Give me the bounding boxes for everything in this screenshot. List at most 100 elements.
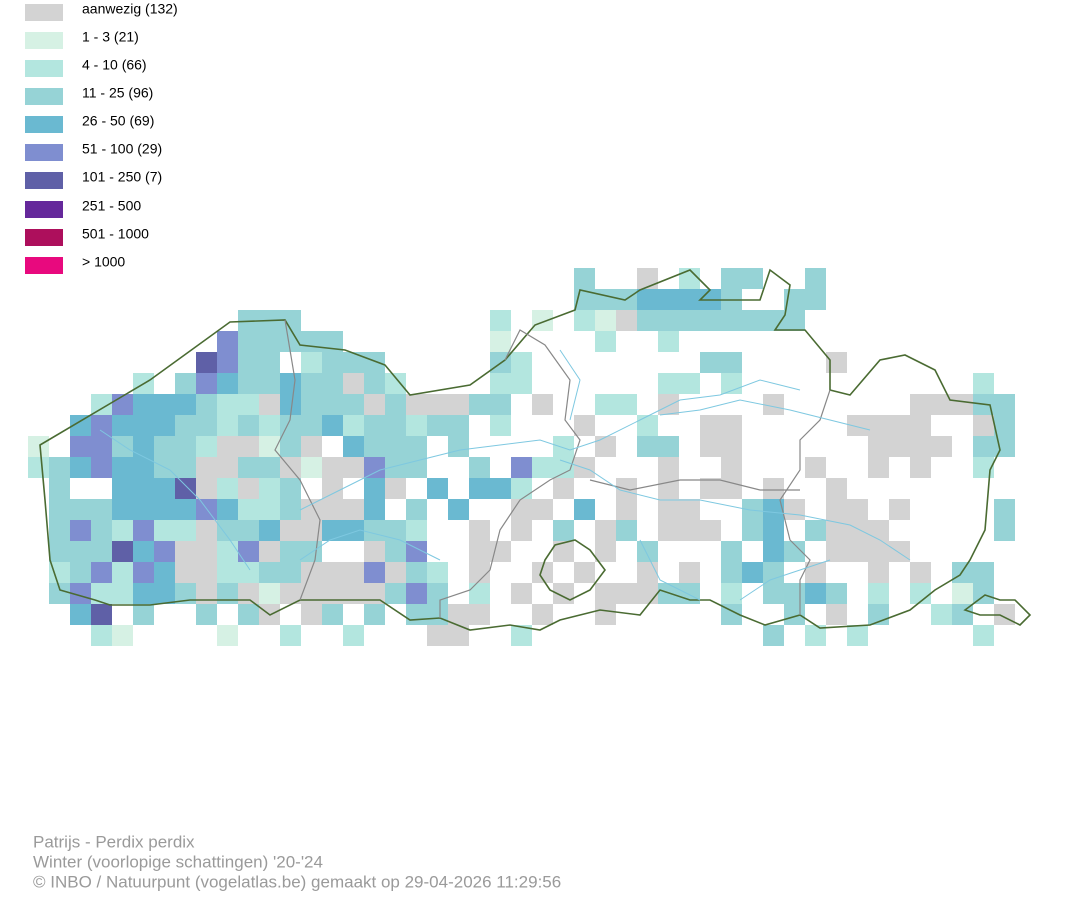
grid-cell (196, 499, 217, 520)
grid-cell (574, 415, 595, 436)
grid-cell (112, 499, 133, 520)
grid-cell (91, 457, 112, 478)
grid-cell (175, 436, 196, 457)
grid-cell (595, 436, 616, 457)
grid-cell (385, 394, 406, 415)
grid-cell (406, 457, 427, 478)
grid-cell (973, 583, 994, 604)
grid-cell (322, 394, 343, 415)
grid-cell (826, 499, 847, 520)
grid-cell (238, 310, 259, 331)
grid-cell (343, 499, 364, 520)
grid-cell (826, 352, 847, 373)
grid-cell (763, 583, 784, 604)
grid-cell (217, 457, 238, 478)
grid-cell (91, 625, 112, 646)
grid-cell (280, 541, 301, 562)
grid-cell (364, 478, 385, 499)
grid-cell (700, 520, 721, 541)
grid-cell (511, 583, 532, 604)
legend-label: 101 - 250 (7) (82, 169, 162, 185)
grid-cell (364, 457, 385, 478)
grid-cell (763, 394, 784, 415)
grid-cell (175, 394, 196, 415)
grid-cell (259, 436, 280, 457)
grid-cells (28, 268, 1015, 646)
grid-cell (700, 436, 721, 457)
grid-cell (301, 436, 322, 457)
legend: aanwezig (132) 1 - 3 (21) 4 - 10 (66) 11 - … (25, 1, 178, 274)
grid-cell (679, 373, 700, 394)
grid-cell (721, 457, 742, 478)
grid-cell (448, 436, 469, 457)
grid-cell (406, 499, 427, 520)
grid-cell (406, 394, 427, 415)
grid-cell (469, 457, 490, 478)
grid-cell (196, 436, 217, 457)
grid-cell (784, 604, 805, 625)
grid-cell (364, 415, 385, 436)
grid-cell (490, 415, 511, 436)
grid-cell (280, 310, 301, 331)
grid-cell (721, 310, 742, 331)
grid-cell (448, 499, 469, 520)
grid-cell (721, 478, 742, 499)
grid-cell (658, 436, 679, 457)
grid-cell (364, 499, 385, 520)
grid-cell (658, 457, 679, 478)
grid-cell (658, 310, 679, 331)
grid-cell (364, 373, 385, 394)
grid-cell (301, 331, 322, 352)
grid-cell (532, 457, 553, 478)
grid-cell (973, 373, 994, 394)
grid-cell (532, 562, 553, 583)
grid-cell (931, 394, 952, 415)
grid-cell (322, 373, 343, 394)
grid-cell (91, 436, 112, 457)
grid-cell (910, 457, 931, 478)
legend-swatch (25, 144, 63, 161)
grid-cell (805, 625, 826, 646)
grid-cell (343, 394, 364, 415)
grid-cell (70, 583, 91, 604)
grid-cell (154, 499, 175, 520)
grid-cell (301, 604, 322, 625)
grid-cell (280, 499, 301, 520)
grid-cell (133, 520, 154, 541)
grid-cell (847, 415, 868, 436)
grid-cell (364, 583, 385, 604)
legend-swatch (25, 257, 63, 274)
grid-cell (322, 499, 343, 520)
grid-cell (763, 562, 784, 583)
grid-cell (217, 478, 238, 499)
grid-cell (343, 562, 364, 583)
grid-cell (217, 625, 238, 646)
grid-cell (763, 541, 784, 562)
grid-cell (448, 625, 469, 646)
grid-cell (238, 583, 259, 604)
grid-cell (637, 415, 658, 436)
grid-cell (784, 499, 805, 520)
footer-period: Winter (voorlopige schattingen) '20-'24 (33, 852, 323, 871)
grid-cell (511, 373, 532, 394)
grid-cell (679, 499, 700, 520)
grid-cell (427, 625, 448, 646)
legend-swatch (25, 172, 63, 189)
grid-cell (994, 520, 1015, 541)
grid-cell (280, 436, 301, 457)
grid-cell (238, 562, 259, 583)
grid-cell (532, 394, 553, 415)
grid-cell (406, 415, 427, 436)
grid-cell (259, 562, 280, 583)
grid-cell (721, 541, 742, 562)
grid-cell (448, 394, 469, 415)
grid-cell (406, 604, 427, 625)
grid-cell (448, 604, 469, 625)
grid-cell (511, 520, 532, 541)
grid-cell (616, 310, 637, 331)
grid-cell (196, 478, 217, 499)
grid-cell (721, 604, 742, 625)
grid-cell (49, 562, 70, 583)
grid-cell (868, 541, 889, 562)
grid-cell (70, 457, 91, 478)
